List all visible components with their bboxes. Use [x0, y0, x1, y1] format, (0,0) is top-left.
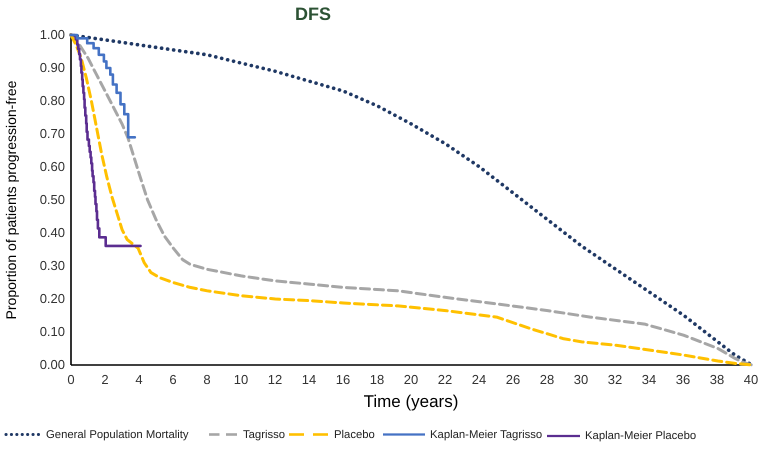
- svg-text:0.20: 0.20: [40, 291, 65, 306]
- svg-text:14: 14: [302, 372, 316, 387]
- svg-text:40: 40: [744, 372, 758, 387]
- svg-text:Proportion of patients progres: Proportion of patients progression-free: [3, 80, 19, 319]
- svg-text:36: 36: [676, 372, 690, 387]
- svg-text:10: 10: [234, 372, 248, 387]
- svg-text:38: 38: [710, 372, 724, 387]
- svg-text:32: 32: [608, 372, 622, 387]
- svg-text:28: 28: [540, 372, 554, 387]
- svg-text:26: 26: [506, 372, 520, 387]
- svg-text:6: 6: [169, 372, 176, 387]
- svg-text:24: 24: [472, 372, 486, 387]
- svg-text:0.90: 0.90: [40, 60, 65, 75]
- svg-text:0: 0: [67, 372, 74, 387]
- svg-text:0.40: 0.40: [40, 225, 65, 240]
- svg-text:18: 18: [370, 372, 384, 387]
- svg-text:22: 22: [438, 372, 452, 387]
- svg-text:12: 12: [268, 372, 282, 387]
- svg-text:0.70: 0.70: [40, 126, 65, 141]
- svg-text:0.30: 0.30: [40, 258, 65, 273]
- svg-text:DFS: DFS: [295, 4, 331, 24]
- svg-text:16: 16: [336, 372, 350, 387]
- svg-text:34: 34: [642, 372, 656, 387]
- svg-text:2: 2: [101, 372, 108, 387]
- svg-text:Kaplan-Meier Tagrisso: Kaplan-Meier Tagrisso: [430, 429, 542, 441]
- svg-text:0.00: 0.00: [40, 357, 65, 372]
- svg-text:General Population Mortality: General Population Mortality: [46, 429, 189, 441]
- svg-text:8: 8: [203, 372, 210, 387]
- svg-text:30: 30: [574, 372, 588, 387]
- svg-text:Placebo: Placebo: [334, 429, 375, 441]
- svg-text:20: 20: [404, 372, 418, 387]
- svg-text:Tagrisso: Tagrisso: [243, 429, 285, 441]
- svg-text:Time (years): Time (years): [364, 392, 459, 411]
- svg-text:0.10: 0.10: [40, 324, 65, 339]
- svg-text:Kaplan-Meier Placebo: Kaplan-Meier Placebo: [585, 430, 696, 442]
- svg-text:0.60: 0.60: [40, 159, 65, 174]
- svg-text:1.00: 1.00: [40, 27, 65, 42]
- svg-text:0.80: 0.80: [40, 93, 65, 108]
- svg-text:0.50: 0.50: [40, 192, 65, 207]
- svg-text:4: 4: [135, 372, 142, 387]
